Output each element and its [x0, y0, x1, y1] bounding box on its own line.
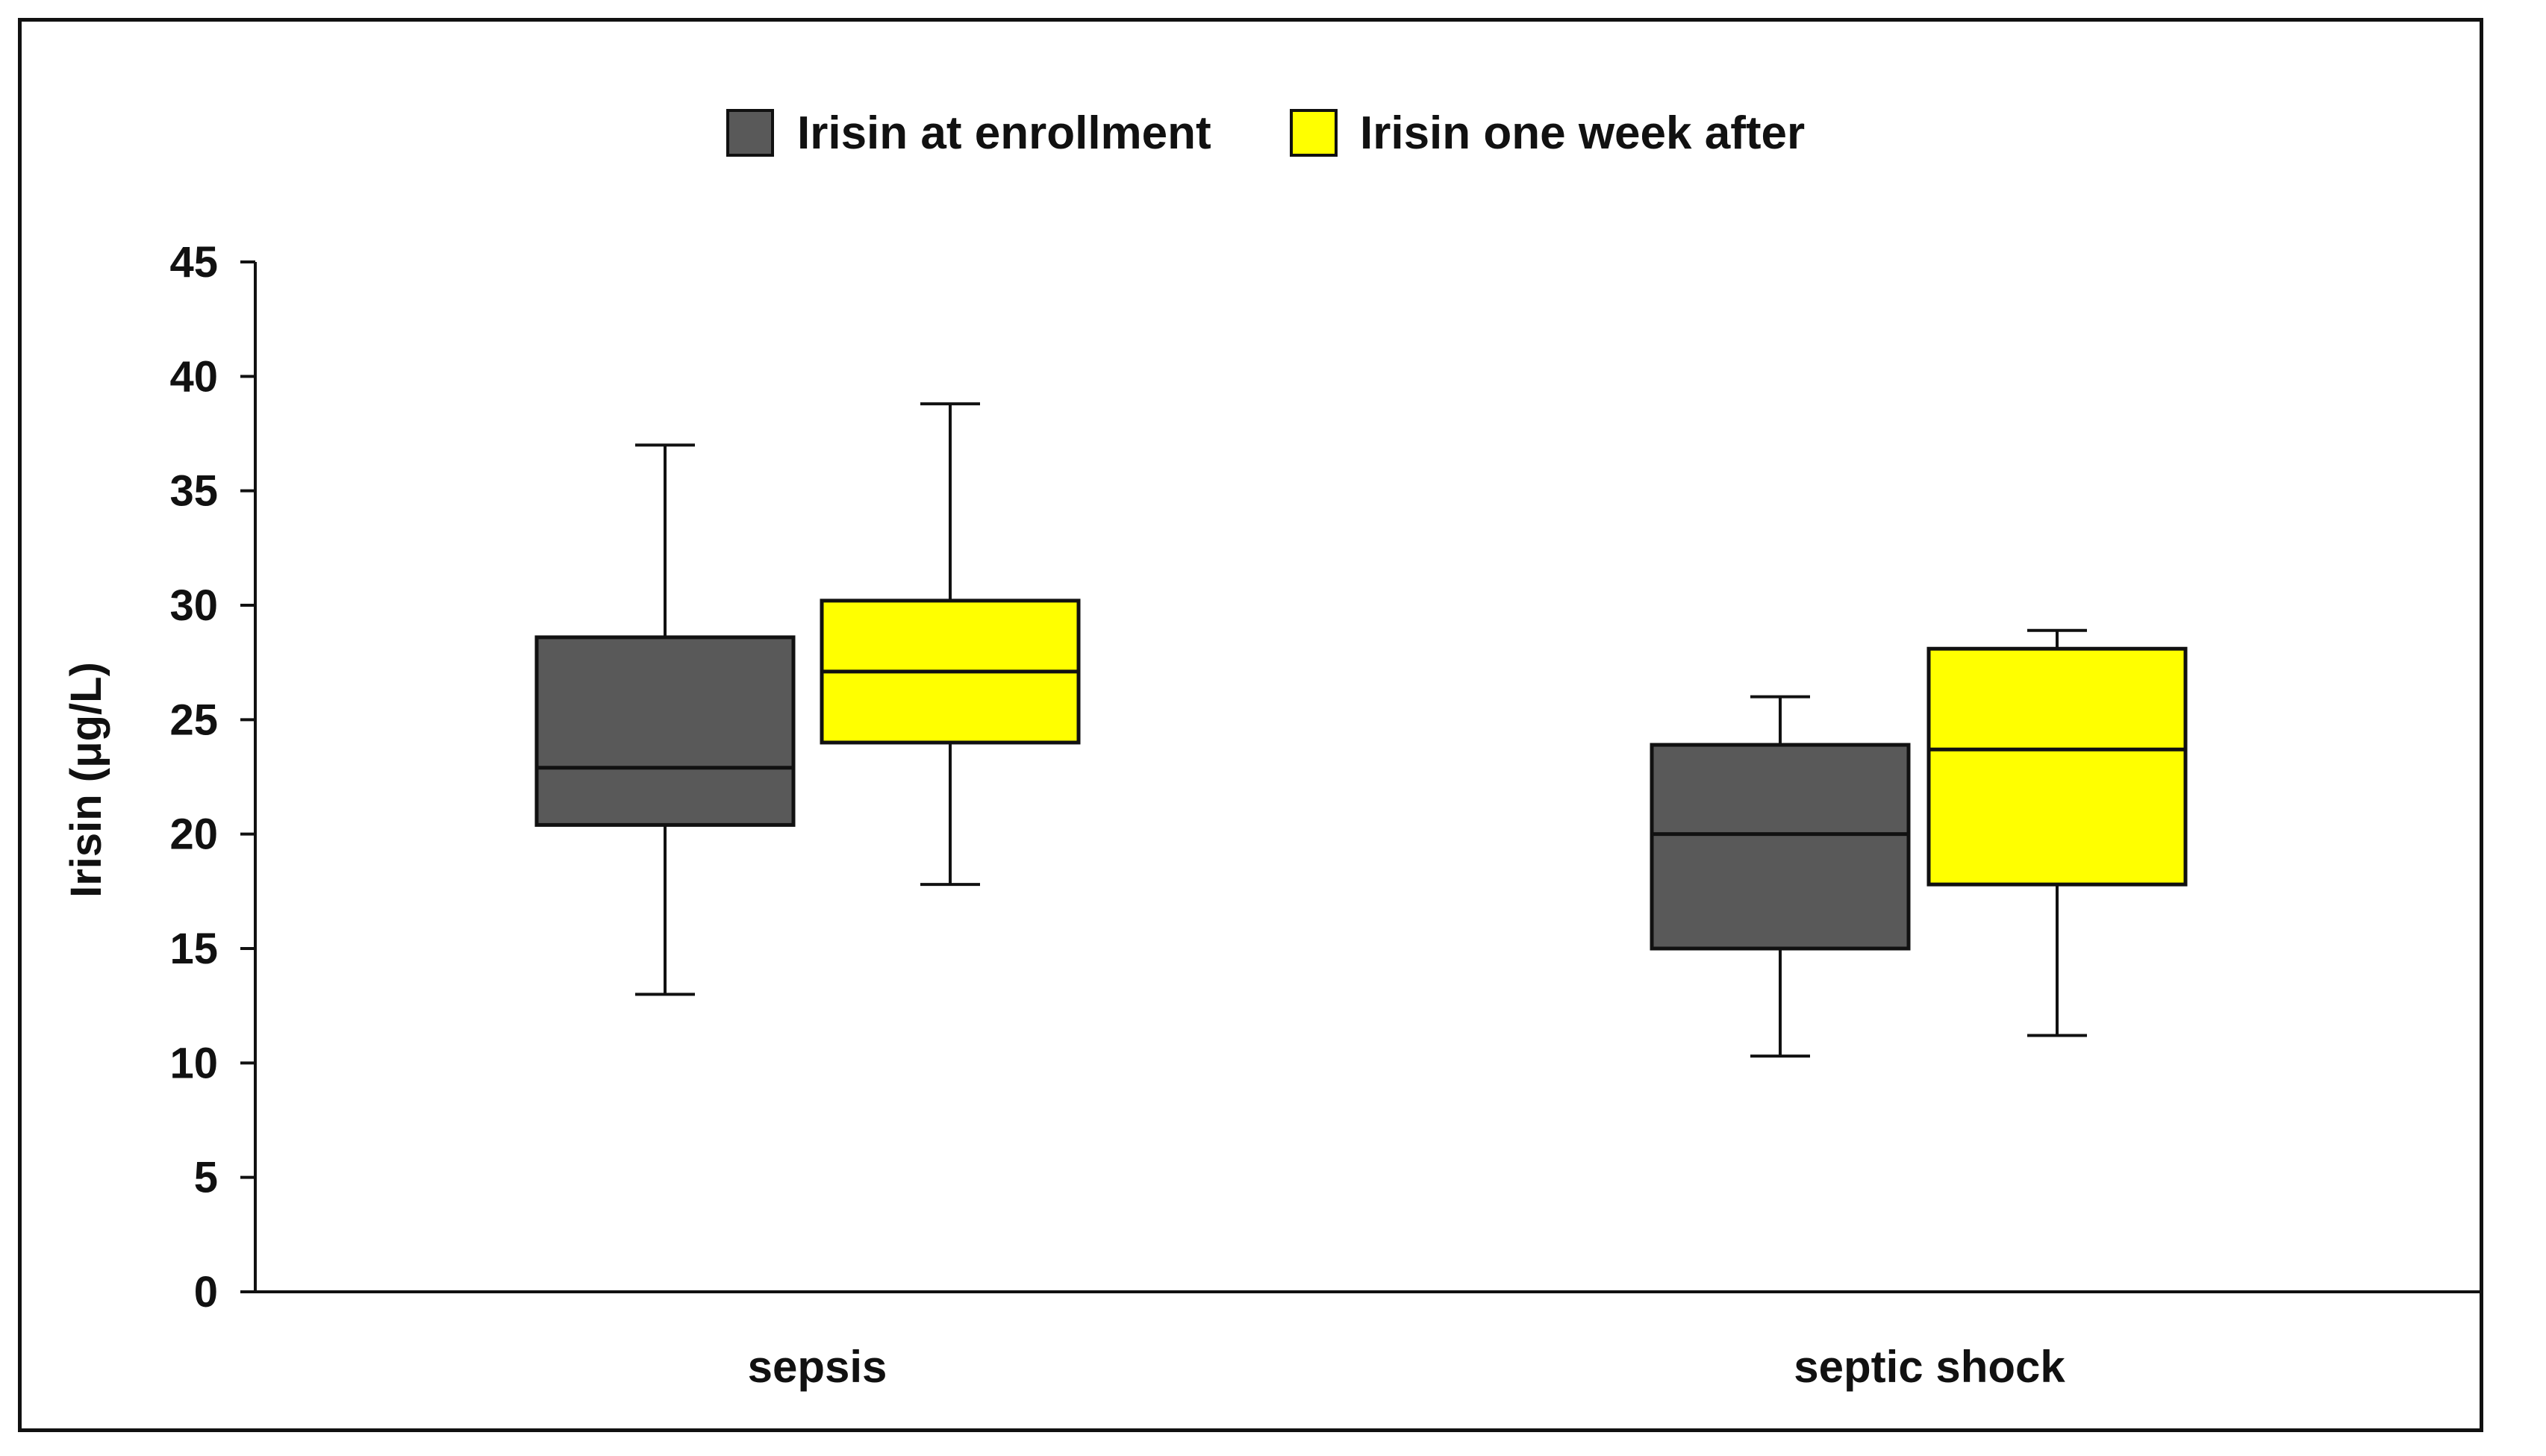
y-tick-label: 10	[169, 1039, 218, 1087]
box-iqr	[1650, 743, 1911, 951]
y-tick-label: 25	[169, 696, 218, 744]
legend: Irisin at enrollment Irisin one week aft…	[726, 107, 1805, 159]
boxes	[534, 402, 2188, 1058]
legend-swatch-one-week	[1290, 109, 1338, 157]
box-sepsis-series-2	[820, 402, 1081, 887]
box-septic-shock-series-1	[1650, 695, 1911, 1058]
legend-label-enrollment: Irisin at enrollment	[797, 107, 1211, 159]
y-tick-label: 40	[169, 352, 218, 401]
legend-swatch-enrollment	[726, 109, 774, 157]
y-tick-label: 20	[169, 810, 218, 859]
legend-label-one-week: Irisin one week after	[1360, 107, 1805, 159]
box-sepsis-series-1	[534, 443, 796, 996]
x-category-label-septic-shock: septic shock	[1794, 1342, 2065, 1392]
y-tick-label: 45	[169, 238, 218, 287]
y-axis-ticks: 0 5 10 15 20 25 30 35 40 45	[169, 238, 255, 1316]
y-tick-label: 30	[169, 581, 218, 630]
box-iqr	[1926, 646, 2188, 887]
x-category-label-sepsis: sepsis	[748, 1342, 887, 1392]
y-tick-label: 0	[194, 1268, 218, 1316]
box-iqr	[534, 635, 796, 827]
y-tick-label: 5	[194, 1154, 218, 1202]
y-tick-label: 15	[169, 925, 218, 973]
y-axis-title: Irisin (μg/L)	[62, 662, 110, 898]
y-tick-label: 35	[169, 467, 218, 516]
box-septic-shock-series-2	[1926, 628, 2188, 1037]
